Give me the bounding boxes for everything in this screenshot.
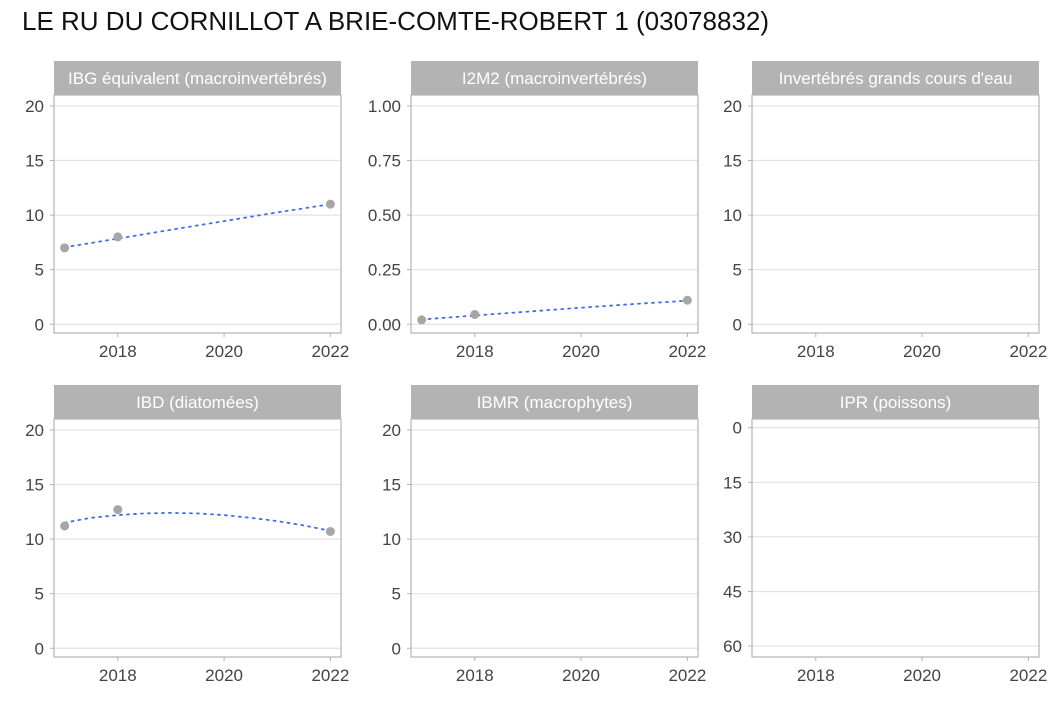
y-tick-label: 0.00 xyxy=(368,315,401,334)
facet-strip xyxy=(752,385,1039,419)
x-tick-label: 2020 xyxy=(903,666,941,685)
y-tick-label: 15 xyxy=(25,476,44,495)
y-tick-label: 20 xyxy=(723,97,742,116)
y-tick-label: 5 xyxy=(35,261,44,280)
data-point xyxy=(113,505,123,515)
panel-border xyxy=(751,418,1040,658)
x-tick-label: 2022 xyxy=(311,666,349,685)
data-point xyxy=(417,315,427,325)
data-point xyxy=(325,526,335,536)
panel-border xyxy=(53,94,342,334)
panel-border xyxy=(410,418,699,658)
panel-border xyxy=(53,418,342,658)
y-tick-label: 0 xyxy=(35,639,44,658)
y-tick-label: 60 xyxy=(723,637,742,656)
facet-title: IBMR (macrophytes) xyxy=(477,393,633,412)
y-tick-label: 15 xyxy=(25,152,44,171)
facet-strip xyxy=(411,61,698,95)
x-tick-label: 2022 xyxy=(668,342,706,361)
x-tick-label: 2020 xyxy=(205,666,243,685)
y-tick-label: 0 xyxy=(392,639,401,658)
x-tick-label: 2022 xyxy=(668,666,706,685)
x-tick-label: 2020 xyxy=(903,342,941,361)
facet-strip xyxy=(411,385,698,419)
facet-strip xyxy=(54,385,341,419)
trend-line xyxy=(420,299,689,321)
page-title: LE RU DU CORNILLOT A BRIE-COMTE-ROBERT 1… xyxy=(22,6,770,36)
y-tick-label: 20 xyxy=(382,421,401,440)
data-point xyxy=(113,232,123,242)
y-tick-label: 10 xyxy=(723,206,742,225)
y-tick-label: 0 xyxy=(733,315,742,334)
y-tick-label: 20 xyxy=(25,421,44,440)
y-tick-label: 1.00 xyxy=(368,97,401,116)
y-tick-label: 15 xyxy=(382,476,401,495)
y-tick-label: 5 xyxy=(392,585,401,604)
y-tick-label: 0.50 xyxy=(368,206,401,225)
panel-border xyxy=(410,94,699,334)
x-tick-label: 2020 xyxy=(205,342,243,361)
y-tick-label: 0 xyxy=(733,419,742,438)
facet-title: IBG équivalent (macroinvertébrés) xyxy=(68,69,327,88)
x-tick-label: 2018 xyxy=(456,666,494,685)
trend-line xyxy=(63,203,332,249)
data-point xyxy=(325,199,335,209)
x-tick-label: 2018 xyxy=(99,666,137,685)
x-tick-label: 2022 xyxy=(1009,666,1047,685)
y-tick-label: 10 xyxy=(25,206,44,225)
facet-strip xyxy=(54,61,341,95)
facet-title: IPR (poissons) xyxy=(840,393,951,412)
x-tick-label: 2018 xyxy=(99,342,137,361)
data-point xyxy=(60,243,70,253)
x-tick-label: 2018 xyxy=(797,342,835,361)
x-tick-label: 2018 xyxy=(456,342,494,361)
facet-strip xyxy=(752,61,1039,95)
data-point xyxy=(682,295,692,305)
y-tick-label: 30 xyxy=(723,528,742,547)
x-tick-label: 2022 xyxy=(311,342,349,361)
y-tick-label: 10 xyxy=(25,530,44,549)
x-tick-label: 2020 xyxy=(562,342,600,361)
y-tick-label: 5 xyxy=(733,261,742,280)
y-tick-label: 0 xyxy=(35,315,44,334)
trend-line xyxy=(63,511,332,532)
y-tick-label: 5 xyxy=(35,585,44,604)
facet-title: Invertébrés grands cours d'eau xyxy=(779,69,1013,88)
y-tick-label: 0.75 xyxy=(368,152,401,171)
x-tick-label: 2020 xyxy=(562,666,600,685)
y-tick-label: 20 xyxy=(25,97,44,116)
y-tick-label: 15 xyxy=(723,152,742,171)
data-point xyxy=(60,521,70,531)
facet-title: IBD (diatomées) xyxy=(136,393,259,412)
x-tick-label: 2018 xyxy=(797,666,835,685)
data-point xyxy=(470,309,480,319)
y-tick-label: 10 xyxy=(382,530,401,549)
x-tick-label: 2022 xyxy=(1009,342,1047,361)
y-tick-label: 45 xyxy=(723,582,742,601)
panel-border xyxy=(751,94,1040,334)
y-tick-label: 15 xyxy=(723,473,742,492)
y-tick-label: 0.25 xyxy=(368,261,401,280)
facet-title: I2M2 (macroinvertébrés) xyxy=(462,69,647,88)
